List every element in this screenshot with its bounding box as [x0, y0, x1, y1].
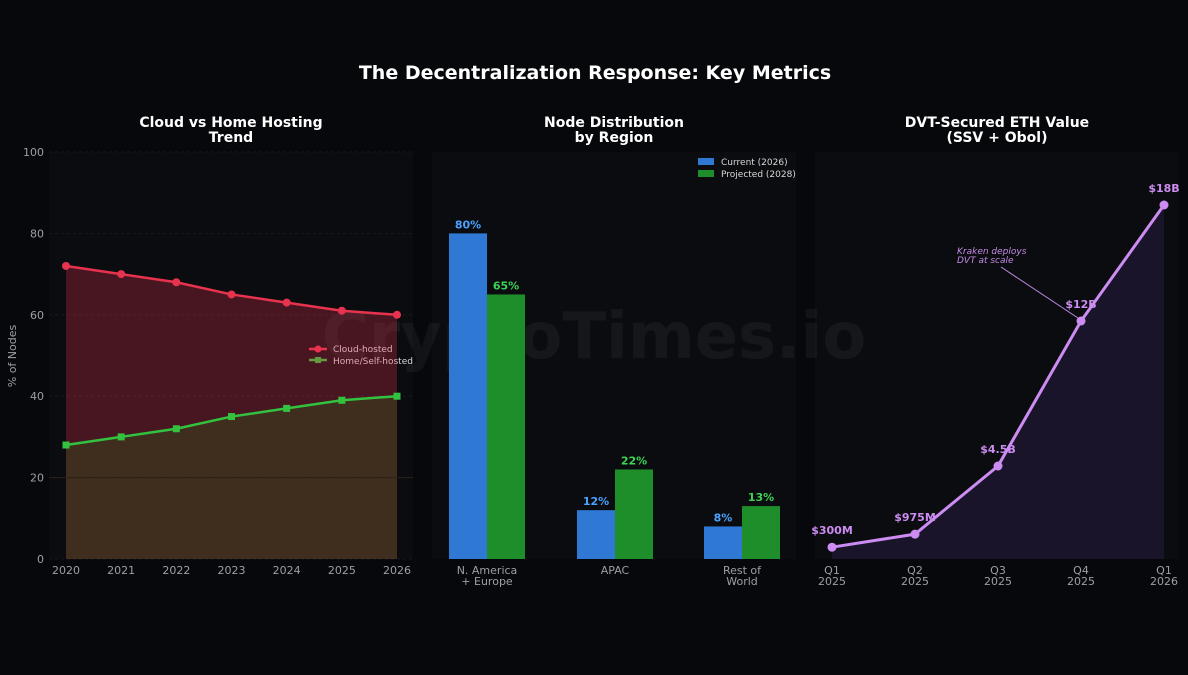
home-point	[62, 441, 70, 449]
hosting-x-tick: 2022	[162, 564, 190, 577]
hosting-x-tick: 2023	[218, 564, 246, 577]
legend-projected-label: Projected (2028)	[721, 170, 796, 180]
dvt-area	[832, 205, 1164, 559]
dvt-x-tick: 2025	[1067, 575, 1095, 588]
current-bar-label: 12%	[583, 495, 609, 508]
cloud-point	[117, 270, 126, 279]
current-bar-label: 80%	[455, 218, 481, 231]
region-x-tick: World	[726, 575, 758, 588]
hosting-y-tick: 60	[30, 309, 44, 322]
current-bar-label: 8%	[714, 511, 733, 524]
dvt-x-tick: 2025	[901, 575, 929, 588]
dvt-point-label: $4.5B	[980, 443, 1016, 456]
hosting-legend: Cloud-hosted Home/Self-hosted	[309, 345, 413, 367]
watermark: CryptoTimes.io	[322, 300, 867, 374]
dvt-x-tick: 2025	[984, 575, 1012, 588]
main-title: The Decentralization Response: Key Metri…	[359, 62, 831, 84]
dvt-point-label: $12B	[1065, 298, 1096, 311]
dvt-annotation-line-1: Kraken deploys	[957, 247, 1027, 257]
region-x-tick: Rest of	[723, 564, 762, 577]
dvt-point-label: $975M	[894, 511, 936, 524]
dvt-title-line-2: (SSV + Obol)	[947, 130, 1048, 146]
projected-bar	[615, 469, 653, 559]
home-point	[338, 396, 346, 404]
legend-home-marker	[315, 357, 321, 363]
legend-current-swatch	[698, 158, 714, 165]
projected-bar-label: 22%	[621, 454, 647, 467]
dvt-annotation-arrow	[1000, 266, 1079, 319]
dvt-plot: Q12025Q22025Q32025Q42025Q12026$300M$975M…	[811, 182, 1179, 588]
projected-bar-label: 65%	[493, 279, 519, 292]
legend-home-label: Home/Self-hosted	[333, 357, 413, 367]
projected-bar-label: 13%	[748, 491, 774, 504]
dvt-x-tick: Q2	[907, 564, 923, 577]
current-bar	[449, 233, 487, 559]
hosting-panel	[49, 152, 413, 559]
legend-projected-swatch	[698, 170, 714, 177]
hosting-y-tick: 0	[37, 553, 44, 566]
region-legend: Current (2026) Projected (2028)	[698, 158, 796, 180]
hosting-x-tick: 2021	[107, 564, 135, 577]
hosting-x-tick: 2020	[52, 564, 80, 577]
projected-bar	[742, 506, 780, 559]
cloud-area	[66, 265, 397, 446]
hosting-title-line-1: Cloud vs Home Hosting	[139, 115, 322, 131]
hosting-x-tick: 2025	[328, 564, 356, 577]
dvt-title-line-1: DVT-Secured ETH Value	[905, 115, 1089, 131]
cloud-point	[393, 310, 401, 319]
dvt-annotation-line-2: DVT at scale	[957, 256, 1014, 266]
cloud-point	[337, 306, 346, 315]
dvt-panel	[815, 152, 1179, 559]
home-point	[393, 392, 401, 400]
current-bar	[577, 510, 615, 559]
dvt-x-tick: Q1	[824, 564, 840, 577]
home-point	[228, 413, 235, 421]
hosting-y-axis-label: % of Nodes	[6, 324, 19, 387]
dvt-x-tick: Q4	[1073, 564, 1089, 577]
dvt-point	[827, 542, 837, 552]
region-title-line-2: by Region	[575, 130, 654, 146]
legend-current-label: Current (2026)	[721, 158, 788, 168]
hosting-y-tick: 100	[23, 146, 44, 159]
region-x-tick: + Europe	[461, 575, 513, 588]
home-point	[117, 433, 125, 441]
hosting-x-tick: 2026	[383, 564, 411, 577]
dvt-point-label: $300M	[811, 524, 853, 537]
home-point	[283, 404, 291, 412]
hosting-y-tick: 80	[30, 227, 44, 240]
region-x-tick: APAC	[601, 564, 630, 577]
legend-cloud-marker	[314, 345, 322, 353]
dvt-point-label: $18B	[1148, 182, 1179, 195]
hosting-y-tick: 20	[30, 472, 44, 485]
current-bar	[704, 526, 742, 559]
home-point	[172, 425, 180, 433]
region-x-tick: N. America	[457, 564, 518, 577]
region-title-line-1: Node Distribution	[544, 115, 684, 131]
hosting-x-tick: 2024	[273, 564, 301, 577]
hosting-plot: 0 20 40 60 80 100 2020 2021 2022 2023 2024 2025 2026	[23, 146, 413, 577]
dvt-point	[910, 529, 920, 539]
dvt-x-tick: 2026	[1150, 575, 1178, 588]
hosting-title-line-2: Trend	[209, 130, 253, 146]
legend-cloud-label: Cloud-hosted	[333, 345, 393, 355]
dvt-x-tick: Q3	[990, 564, 1006, 577]
dvt-point	[1076, 316, 1086, 326]
cloud-point	[227, 290, 236, 299]
dvt-point	[993, 461, 1003, 471]
dvt-point	[1159, 200, 1169, 210]
projected-bar	[487, 294, 525, 559]
hosting-y-tick: 40	[30, 390, 44, 403]
cloud-point	[282, 298, 291, 307]
dvt-x-tick: Q1	[1156, 564, 1172, 577]
cloud-point	[172, 278, 181, 287]
dvt-x-tick: 2025	[818, 575, 846, 588]
cloud-point	[62, 261, 70, 270]
